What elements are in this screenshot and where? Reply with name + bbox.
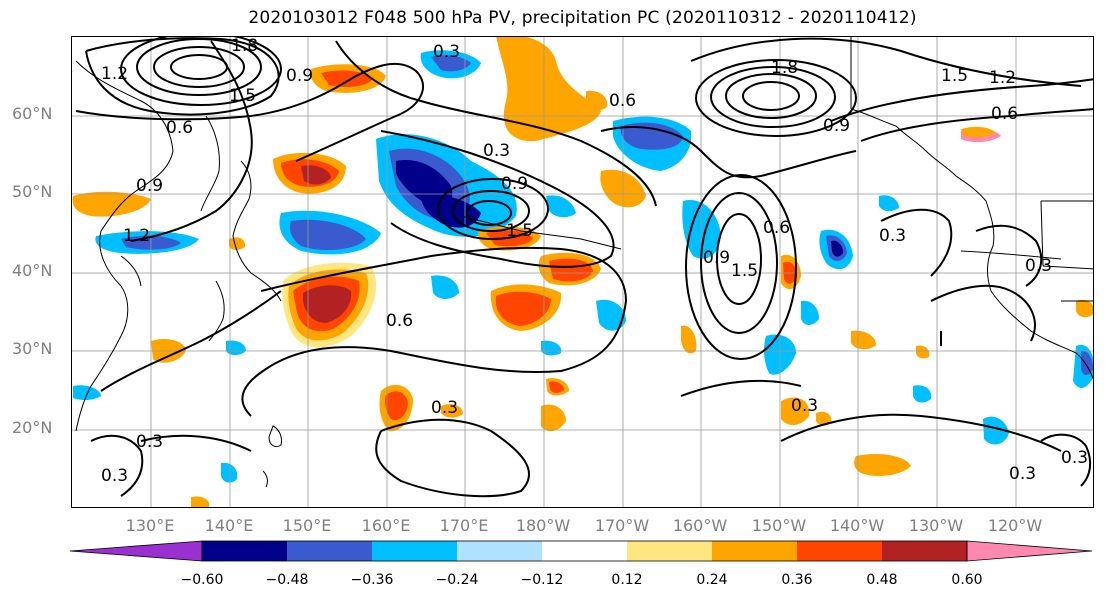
map-title: 2020103012 F048 500 hPa PV, precipitatio… xyxy=(248,8,917,28)
colorbar-segment xyxy=(202,541,287,561)
contour-label: 1.8 xyxy=(771,58,798,78)
lat-label-40n: 40°N xyxy=(12,261,53,280)
colorbar-segment xyxy=(287,541,372,561)
colorbar-tick: −0.60 xyxy=(180,572,224,588)
lon-label-130w: 130°W xyxy=(908,516,964,535)
contour-label: 1.5 xyxy=(731,261,758,281)
coastlines xyxy=(75,37,1093,488)
colorbar-segment xyxy=(457,541,542,561)
contour-label: 0.3 xyxy=(1009,464,1036,484)
contour-label: 0.3 xyxy=(483,141,510,161)
lat-label-20n: 20°N xyxy=(12,418,53,437)
contour-label: 0.9 xyxy=(501,174,528,194)
lon-label-170w: 170°W xyxy=(594,516,650,535)
lon-label-150e: 150°E xyxy=(282,516,332,535)
lon-label-160e: 160°E xyxy=(361,516,411,535)
contour-label: 1.5 xyxy=(941,66,968,86)
contour-label: 0.9 xyxy=(703,248,730,268)
map-panel: 1.2 0.9 1.5 1.8 0.6 0.3 0.9 0.3 1.2 0.6 … xyxy=(71,36,1094,508)
colorbar-segment xyxy=(372,541,457,561)
colorbar-segment xyxy=(542,541,627,561)
colorbar-tick: 0.60 xyxy=(951,572,983,588)
colorbar-tick: −0.12 xyxy=(520,572,564,588)
colorbar-extend-right xyxy=(966,540,1093,562)
colorbar-tick: −0.48 xyxy=(265,572,309,588)
contour-label: 1.2 xyxy=(989,68,1016,88)
contour-label: 0.6 xyxy=(609,91,636,111)
contour-label: 0.9 xyxy=(286,66,313,86)
lon-label-130e: 130°E xyxy=(125,516,175,535)
contour-label: 0.3 xyxy=(1025,256,1052,276)
contour-label: 0.3 xyxy=(101,466,128,486)
contour-label: 1.5 xyxy=(229,86,256,106)
lon-label-140e: 140°E xyxy=(204,516,254,535)
contour-label: 0.3 xyxy=(791,396,818,416)
contour-label: 0.3 xyxy=(433,42,460,62)
lon-label-140w: 140°W xyxy=(829,516,885,535)
colorbar-segment xyxy=(797,541,882,561)
colorbar-tick: −0.36 xyxy=(350,572,394,588)
colorbar-segment xyxy=(627,541,712,561)
pv-contours xyxy=(75,37,1093,498)
colorbar-segment xyxy=(882,541,967,561)
colorbar-tick: 0.36 xyxy=(781,572,813,588)
contour-label: 1.2 xyxy=(101,64,128,84)
colorbar-tick: 0.24 xyxy=(696,572,728,588)
contour-labels: 1.2 0.9 1.5 1.8 0.6 0.3 0.9 0.3 1.2 0.6 … xyxy=(101,37,1088,486)
lon-label-170e: 170°E xyxy=(439,516,489,535)
lat-label-50n: 50°N xyxy=(12,182,53,201)
contour-label: 1.5 xyxy=(506,221,533,241)
contour-label: 0.6 xyxy=(166,118,193,138)
contour-label: 0.9 xyxy=(823,116,850,136)
contour-label: 0.3 xyxy=(1061,448,1088,468)
contour-label: 0.3 xyxy=(136,432,163,452)
lon-label-180w: 180°W xyxy=(515,516,571,535)
colorbar-tick: −0.24 xyxy=(435,572,479,588)
contour-label: 1.8 xyxy=(231,37,258,56)
contour-label: 0.6 xyxy=(763,218,790,238)
contour-label: 0.3 xyxy=(431,398,458,418)
colorbar-segment xyxy=(712,541,797,561)
colorbar-tick: 0.12 xyxy=(611,572,643,588)
precipitation-shading xyxy=(72,37,1093,507)
colorbar xyxy=(70,540,1093,562)
colorbar-tick: 0.48 xyxy=(866,572,898,588)
lon-label-160w: 160°W xyxy=(672,516,728,535)
colorbar-extend-left xyxy=(70,540,203,562)
contour-label: 0.6 xyxy=(991,104,1018,124)
contour-label: 0.6 xyxy=(386,311,413,331)
contour-label: 0.9 xyxy=(136,176,163,196)
contour-label: 0.3 xyxy=(879,226,906,246)
map-canvas: 1.2 0.9 1.5 1.8 0.6 0.3 0.9 0.3 1.2 0.6 … xyxy=(72,37,1093,507)
lon-label-150w: 150°W xyxy=(751,516,807,535)
contour-label: 1.2 xyxy=(123,226,150,246)
lat-label-60n: 60°N xyxy=(12,104,53,123)
lon-label-120w: 120°W xyxy=(987,516,1043,535)
lat-label-30n: 30°N xyxy=(12,339,53,358)
